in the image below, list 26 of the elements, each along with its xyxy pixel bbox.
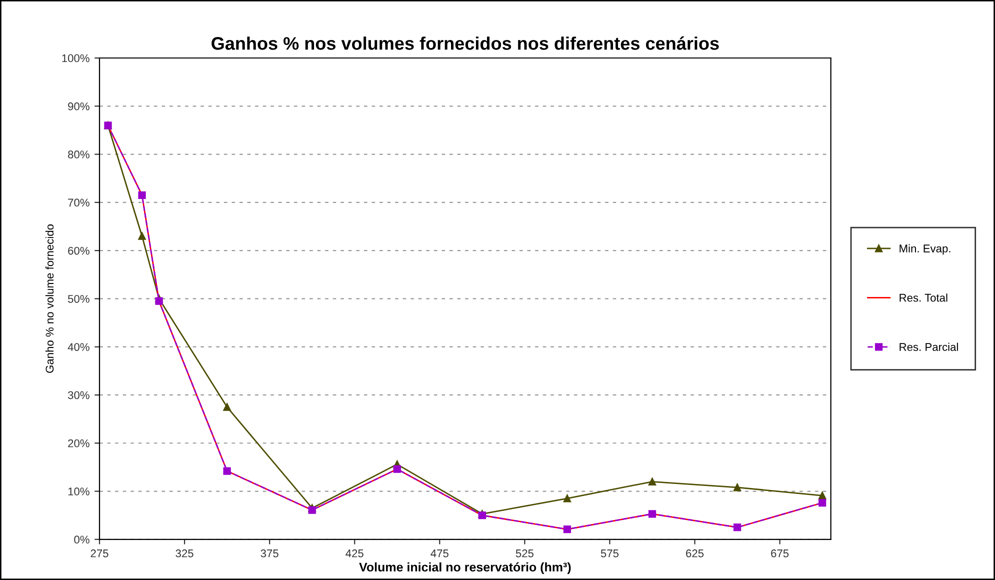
y-tick-label: 60% xyxy=(68,246,90,255)
y-tick-label: 50% xyxy=(68,294,90,303)
y-axis-title: Ganho % no volume fornecido xyxy=(45,224,54,373)
legend-label: Res. Parcial xyxy=(900,342,958,351)
x-tick-label: 425 xyxy=(346,549,364,558)
chart-title: Ganhos % nos volumes fornecidos nos diferentes cenários xyxy=(212,36,719,50)
x-tick-label: 575 xyxy=(600,550,619,558)
legend-label: Min. Evap. xyxy=(900,244,950,255)
x-axis-title: Volume inicial no reservatório (hm³) xyxy=(359,562,571,574)
y-tick-label: 20% xyxy=(68,439,90,448)
legend-label: Res. Total xyxy=(900,294,948,302)
x-tick-label: 325 xyxy=(176,549,194,558)
x-tick-label: 475 xyxy=(430,550,448,558)
x-tick-label: 525 xyxy=(516,549,534,558)
y-tick-label: 70% xyxy=(68,198,90,207)
x-tick-label: 375 xyxy=(260,549,278,558)
y-tick-label: 30% xyxy=(68,391,90,400)
y-tick-label: 10% xyxy=(68,488,90,496)
y-tick-label: 40% xyxy=(68,343,90,351)
y-tick-label: 80% xyxy=(68,150,90,158)
y-tick-label: 0% xyxy=(74,536,90,544)
y-tick-label: 90% xyxy=(68,102,90,110)
x-tick-label: 275 xyxy=(90,549,108,558)
x-tick-label: 675 xyxy=(771,549,789,558)
x-tick-label: 625 xyxy=(686,549,704,558)
y-tick-label: 100% xyxy=(62,54,90,62)
